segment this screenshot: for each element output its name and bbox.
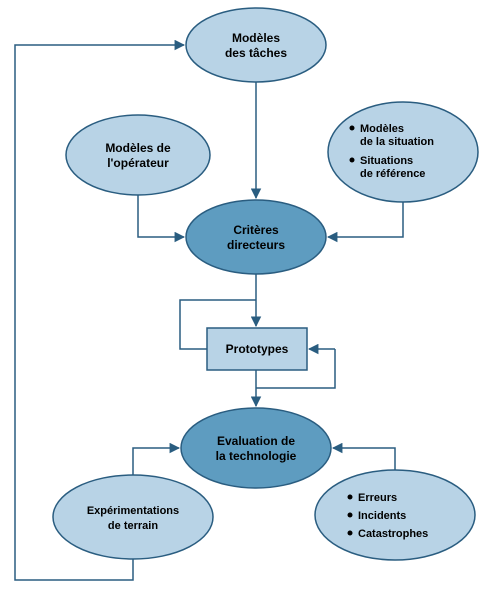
label-situation-b1-l1: Modèles (360, 123, 404, 135)
label-modeles-operateur-1: Modèles de (105, 141, 171, 155)
label-experimentations-1: Expérimentations (87, 505, 179, 517)
label-erreurs-b3: Catastrophes (358, 528, 428, 540)
label-situation-b2-l2: de référence (360, 168, 425, 180)
node-prototypes: Prototypes (207, 328, 307, 370)
edge-situation-criteres (328, 202, 403, 237)
edge-erreurs-evaluation (333, 448, 395, 470)
label-experimentations-2: de terrain (108, 520, 158, 532)
label-modeles-taches-2: des tâches (225, 46, 287, 60)
node-modeles-situation: Modèles de la situation Situations de ré… (328, 102, 478, 202)
node-criteres: Critères directeurs (186, 200, 326, 274)
label-modeles-operateur-2: l'opérateur (107, 156, 169, 170)
label-situation-b2-l1: Situations (360, 155, 413, 167)
label-modeles-taches-1: Modèles (232, 31, 280, 45)
edge-exper-evaluation (133, 448, 179, 475)
label-evaluation-1: Evaluation de (217, 434, 295, 448)
node-modeles-taches: Modèles des tâches (186, 8, 326, 82)
label-criteres-2: directeurs (227, 238, 285, 252)
node-modeles-operateur: Modèles de l'opérateur (66, 115, 210, 195)
node-erreurs: Erreurs Incidents Catastrophes (315, 470, 475, 560)
label-evaluation-2: la technologie (216, 449, 297, 463)
node-experimentations: Expérimentations de terrain (53, 475, 213, 559)
label-prototypes: Prototypes (226, 342, 289, 356)
label-erreurs-b2: Incidents (358, 510, 406, 522)
edge-operateur-criteres (138, 195, 184, 237)
label-erreurs-b1: Erreurs (358, 492, 397, 504)
node-evaluation: Evaluation de la technologie (181, 408, 331, 488)
label-criteres-1: Critères (233, 223, 279, 237)
label-situation-b1-l2: de la situation (360, 136, 434, 148)
